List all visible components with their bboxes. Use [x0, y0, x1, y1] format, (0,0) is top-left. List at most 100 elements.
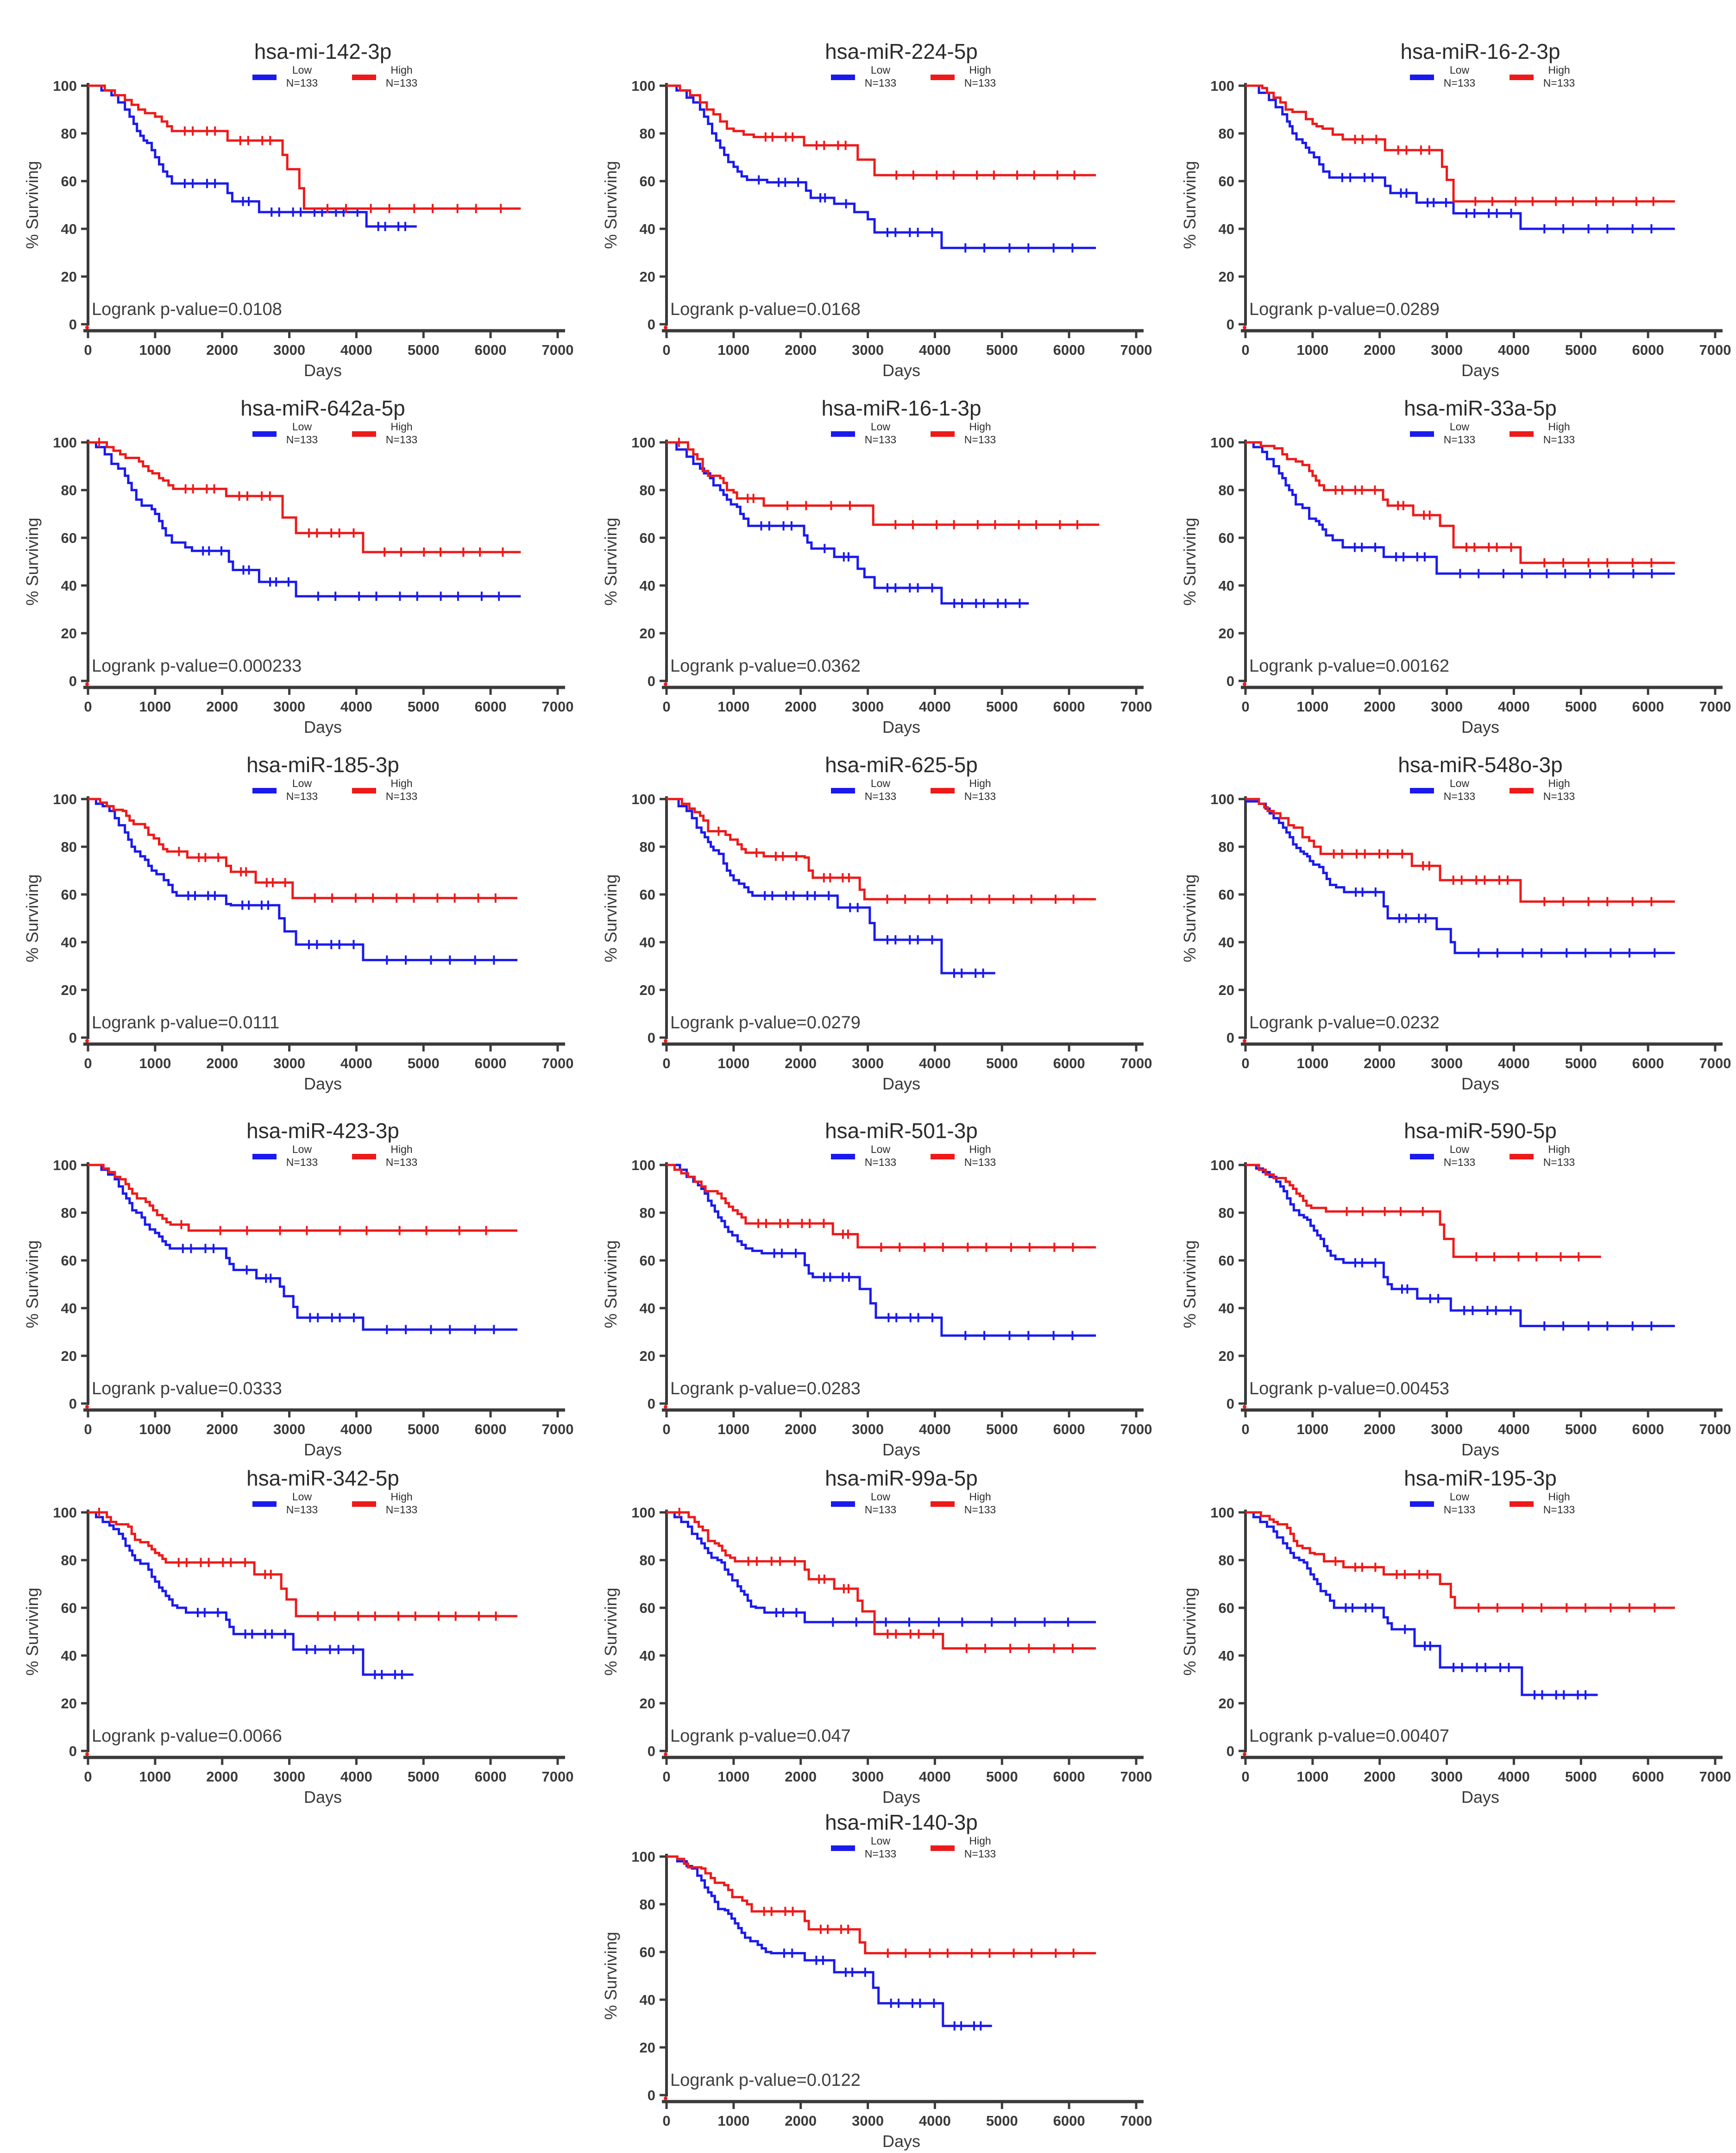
km-plot-hsa-miR-548o-3p: hsa-miR-548o-3p Low N=133 High N=133 0 20 40 60 8…: [1157, 739, 1736, 1095]
y-tick-label: 80: [1219, 126, 1234, 142]
legend-low-n: N=133: [286, 77, 318, 89]
legend-low-label: Low: [292, 421, 312, 433]
legend-low-n: N=133: [286, 1156, 318, 1168]
km-curve-low: [1245, 84, 1675, 230]
x-tick-label: 6000: [1053, 1421, 1085, 1437]
y-tick-label: 0: [69, 316, 77, 333]
origin-marker: [1243, 1405, 1246, 1409]
logrank-pvalue: Logrank p-value=0.0122: [670, 2071, 861, 2090]
x-tick-label: 2000: [1364, 342, 1396, 358]
km-plot-svg: hsa-miR-501-3pLowN=133HighN=133020406080…: [601, 1119, 1152, 1459]
y-axis-label: % Surviving: [23, 161, 42, 249]
x-tick-label: 5000: [408, 1055, 440, 1071]
km-plot-hsa-miR-16-2-3p: hsa-miR-16-2-3p Low N=133 High N=133 0 20 40 60 8…: [1157, 25, 1736, 381]
y-axis-label: % Surviving: [1180, 1240, 1199, 1328]
plot-title: hsa-miR-642a-5p: [240, 396, 405, 420]
y-tick-label: 40: [640, 221, 655, 237]
logrank-pvalue: Logrank p-value=0.0108: [92, 300, 282, 319]
y-tick-label: 60: [1219, 887, 1234, 903]
legend-low-label: Low: [871, 1835, 891, 1847]
y-tick-label: 40: [1219, 934, 1234, 951]
x-tick-label: 3000: [273, 1055, 305, 1071]
plot-title: hsa-miR-548o-3p: [1398, 753, 1562, 777]
y-tick-label: 60: [61, 887, 77, 903]
x-tick-label: 1000: [717, 699, 749, 715]
x-tick-label: 2000: [785, 2113, 817, 2129]
x-tick-label: 2000: [785, 1769, 817, 1785]
y-tick-label: 100: [53, 1505, 77, 1521]
x-tick-label: 6000: [475, 1769, 507, 1785]
x-tick-label: 1000: [139, 1769, 171, 1785]
y-tick-label: 0: [1227, 1743, 1234, 1759]
y-tick-label: 80: [61, 1205, 77, 1221]
x-tick-label: 4000: [919, 699, 951, 715]
legend-high-label: High: [969, 421, 991, 433]
km-curve-high: [88, 84, 521, 210]
km-curve-low: [667, 441, 1029, 605]
origin-marker: [664, 682, 667, 686]
km-curve-low: [1245, 441, 1675, 575]
km-plot-svg: hsa-miR-590-5pLowN=133HighN=133020406080…: [1180, 1119, 1731, 1459]
km-plot-hsa-miR-185-3p: hsa-miR-185-3p Low N=133 High N=133 0 20 40 60 80…: [0, 739, 579, 1095]
km-curve-high: [1245, 84, 1675, 203]
y-tick-label: 20: [61, 982, 77, 998]
km-plot-svg: hsa-miR-16-2-3pLowN=133HighN=13302040608…: [1180, 39, 1731, 380]
legend-high-label: High: [390, 421, 412, 433]
km-plot-hsa-mi-142-3p: hsa-mi-142-3p Low N=133 High N=133 0 20 40 60 80 1…: [0, 25, 579, 381]
km-plot-hsa-miR-33a-5p: hsa-miR-33a-5p Low N=133 High N=133 0 20 40 60 80…: [1157, 382, 1736, 738]
x-tick-label: 4000: [1498, 342, 1530, 358]
plot-title: hsa-miR-501-3p: [825, 1119, 978, 1143]
logrank-pvalue: Logrank p-value=0.047: [670, 1726, 851, 1746]
x-tick-label: 2000: [1364, 1055, 1396, 1071]
km-curve-low: [667, 1511, 1096, 1624]
legend-high-label: High: [1548, 777, 1570, 789]
y-tick-label: 80: [61, 482, 77, 498]
x-tick-label: 6000: [1632, 1055, 1664, 1071]
x-tick-label: 7000: [1699, 699, 1731, 715]
x-tick-label: 2000: [1364, 1421, 1396, 1437]
origin-marker: [1243, 1039, 1246, 1043]
legend-low-n: N=133: [1444, 790, 1475, 802]
plot-title: hsa-miR-195-3p: [1404, 1466, 1557, 1490]
x-tick-label: 0: [84, 1055, 92, 1071]
x-tick-label: 7000: [1120, 2113, 1152, 2129]
x-tick-label: 5000: [1565, 1421, 1597, 1437]
origin-marker: [85, 1752, 89, 1756]
km-curve-low: [1245, 800, 1675, 954]
x-tick-label: 1000: [1296, 1769, 1328, 1785]
x-tick-label: 0: [84, 1769, 92, 1785]
logrank-pvalue: Logrank p-value=0.0279: [670, 1013, 861, 1032]
y-tick-label: 40: [61, 1648, 77, 1664]
km-plot-svg: hsa-miR-16-1-3pLowN=133HighN=13302040608…: [601, 396, 1152, 737]
origin-marker: [85, 326, 89, 329]
x-tick-label: 5000: [408, 342, 440, 358]
km-plot-svg: hsa-miR-33a-5pLowN=133HighN=133020406080…: [1180, 396, 1731, 737]
x-tick-label: 6000: [475, 1421, 507, 1437]
x-tick-label: 7000: [542, 1055, 574, 1071]
x-axis-label: Days: [882, 1074, 920, 1093]
x-tick-label: 3000: [1431, 342, 1463, 358]
origin-marker: [1243, 1752, 1246, 1756]
y-tick-label: 40: [640, 934, 655, 951]
x-tick-label: 0: [1241, 1421, 1249, 1437]
plot-title: hsa-miR-423-3p: [246, 1119, 399, 1143]
y-tick-label: 0: [648, 1396, 655, 1412]
x-tick-label: 5000: [986, 2113, 1018, 2129]
legend-high-label: High: [390, 64, 412, 76]
y-tick-label: 100: [1210, 791, 1234, 807]
y-tick-label: 40: [640, 578, 655, 594]
x-tick-label: 4000: [1498, 1421, 1530, 1437]
x-tick-label: 7000: [1120, 699, 1152, 715]
x-tick-label: 3000: [852, 1421, 884, 1437]
y-tick-label: 40: [1219, 1300, 1234, 1316]
x-tick-label: 3000: [1431, 699, 1463, 715]
x-axis-label: Days: [1461, 718, 1499, 737]
logrank-pvalue: Logrank p-value=0.0168: [670, 300, 861, 319]
origin-marker: [1243, 682, 1246, 686]
legend-low-label: Low: [871, 64, 891, 76]
y-tick-label: 60: [1219, 530, 1234, 546]
